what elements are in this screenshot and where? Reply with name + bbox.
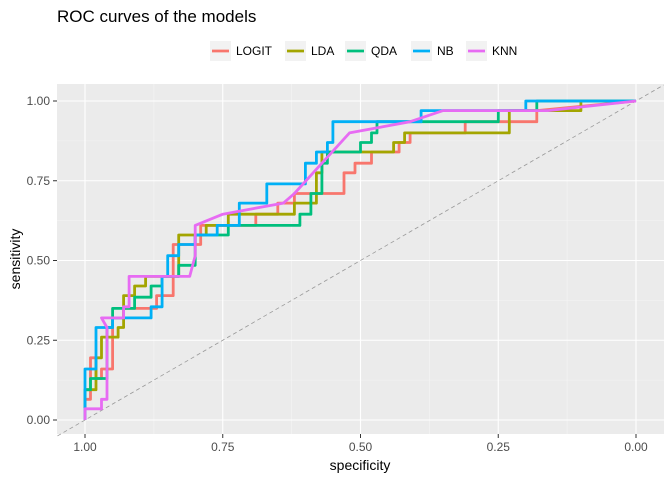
chart-title: ROC curves of the models [57, 7, 256, 26]
legend-label: NB [437, 44, 454, 58]
legend-item-nb: NB [411, 41, 454, 61]
series-layer [83, 99, 637, 420]
series-line-knn [83, 99, 637, 420]
x-tick-label: 0.50 [349, 440, 373, 454]
x-tick-label: 0.25 [487, 440, 511, 454]
legend-label: QDA [371, 44, 397, 58]
y-tick-label: 0.75 [27, 174, 51, 188]
y-axis: 0.00 0.25 0.50 0.75 1.00 [27, 94, 57, 427]
legend-label: LDA [311, 44, 334, 58]
legend-label: LOGIT [236, 44, 273, 58]
grid-lines [57, 84, 664, 434]
x-tick-label: 1.00 [73, 440, 97, 454]
y-tick-label: 1.00 [27, 94, 51, 108]
series-line-lda [83, 99, 636, 420]
y-tick-label: 0.25 [27, 333, 51, 347]
legend-item-knn: KNN [466, 41, 517, 61]
x-tick-label: 0.75 [211, 440, 235, 454]
y-axis-title: sensitivity [7, 229, 23, 290]
x-axis: 1.00 0.75 0.50 0.25 0.00 [73, 434, 648, 454]
x-tick-label: 0.00 [624, 440, 648, 454]
legend-label: KNN [492, 44, 517, 58]
legend-item-lda: LDA [285, 41, 334, 61]
y-tick-label: 0.50 [27, 254, 51, 268]
series-line-nb [83, 99, 636, 420]
legend: LOGIT LDA QDA NB KNN [210, 41, 517, 61]
reference-diagonal [57, 84, 664, 437]
legend-item-qda: QDA [345, 41, 397, 61]
x-axis-title: specificity [330, 457, 391, 473]
y-tick-label: 0.00 [27, 413, 51, 427]
legend-item-logit: LOGIT [210, 41, 273, 61]
